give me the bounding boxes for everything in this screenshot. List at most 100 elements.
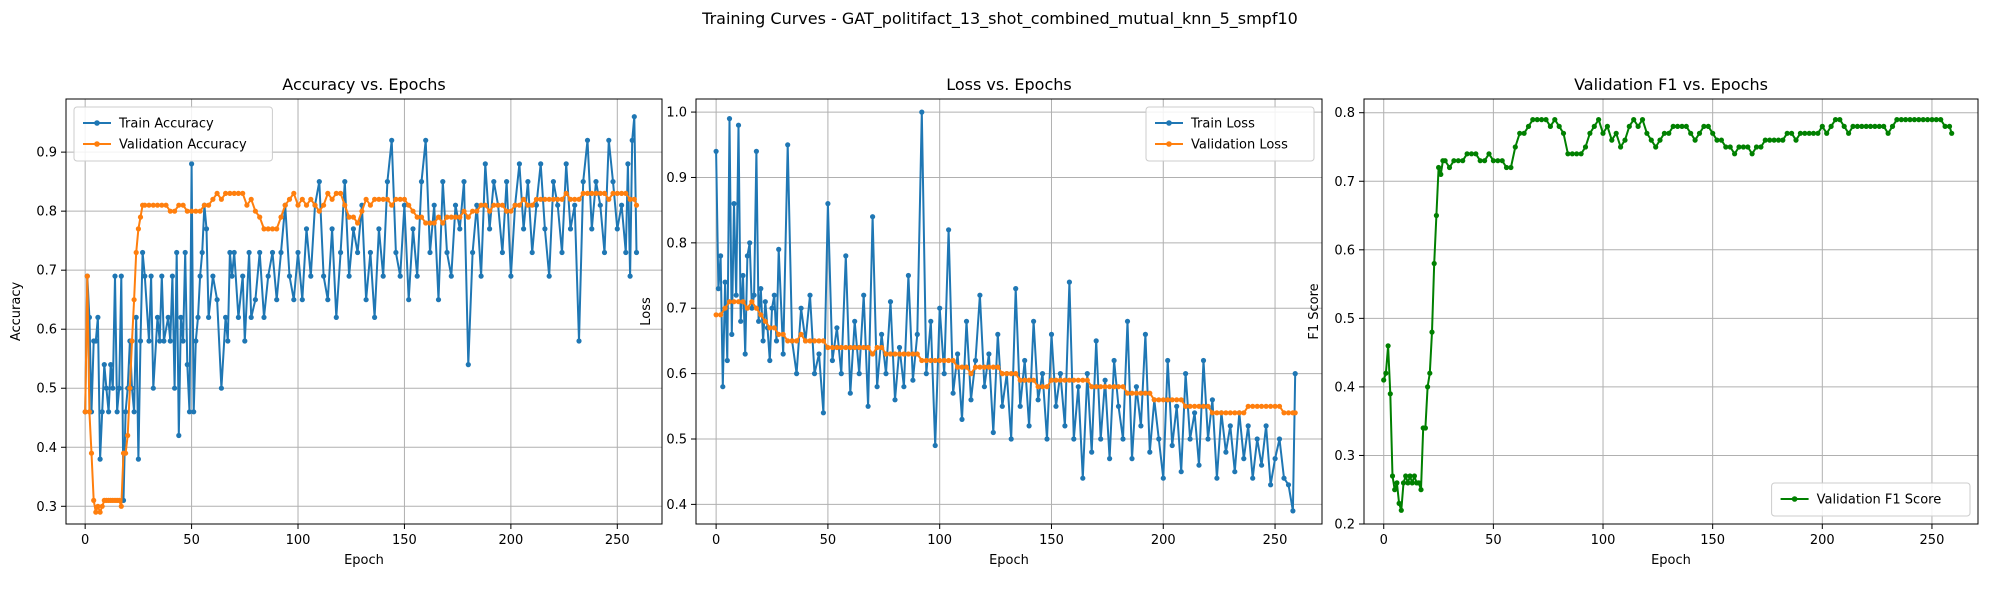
- data-point: [1898, 117, 1904, 123]
- data-point: [847, 390, 853, 396]
- data-point: [1053, 403, 1059, 409]
- data-point: [861, 344, 867, 351]
- data-point: [176, 202, 182, 208]
- data-point: [1784, 130, 1790, 136]
- data-point: [896, 344, 903, 351]
- data-point: [1753, 144, 1760, 150]
- data-point: [972, 357, 979, 364]
- axes-frame: [65, 98, 663, 525]
- data-point: [308, 273, 314, 279]
- data-point: [1174, 403, 1180, 409]
- data-point: [932, 357, 938, 364]
- y-tick-label: 0.7: [36, 264, 57, 279]
- data-point: [1214, 410, 1220, 416]
- data-point: [1227, 423, 1233, 429]
- data-point: [1806, 130, 1812, 136]
- data-point: [1648, 137, 1654, 143]
- data-point: [576, 196, 582, 202]
- data-point: [959, 416, 965, 422]
- data-point: [1200, 403, 1207, 409]
- data-point: [1543, 117, 1549, 123]
- data-point: [137, 338, 144, 344]
- data-point: [363, 297, 369, 303]
- data-point: [941, 371, 947, 377]
- data-point: [843, 253, 849, 259]
- data-point: [1775, 137, 1782, 143]
- data-point: [389, 137, 395, 143]
- data-point: [722, 305, 728, 311]
- data-point: [265, 273, 271, 279]
- data-point: [1517, 130, 1523, 136]
- legend-swatch-marker: [1166, 141, 1172, 147]
- data-point: [1084, 371, 1090, 377]
- data-point: [1133, 384, 1139, 390]
- data-point: [380, 273, 386, 279]
- x-tick-label: 250: [1920, 533, 1945, 548]
- data-point: [406, 202, 412, 208]
- data-point: [1407, 473, 1413, 479]
- data-point: [1200, 357, 1207, 364]
- data-point: [110, 385, 116, 391]
- data-point: [346, 214, 352, 220]
- data-point: [97, 509, 103, 515]
- data-point: [919, 109, 925, 115]
- data-point: [1767, 137, 1773, 143]
- data-point: [1403, 473, 1409, 479]
- data-point: [767, 357, 773, 364]
- data-point: [584, 137, 591, 143]
- data-point: [870, 214, 876, 220]
- data-point: [1245, 403, 1251, 409]
- data-point: [452, 202, 459, 208]
- data-point: [572, 196, 578, 202]
- data-point: [1013, 286, 1019, 292]
- data-point: [186, 409, 193, 415]
- data-point: [1236, 410, 1242, 416]
- data-point: [355, 249, 361, 256]
- data-point: [1120, 384, 1126, 390]
- data-point: [342, 179, 348, 185]
- data-point: [452, 214, 459, 220]
- y-tick-label: 0.5: [1334, 312, 1355, 327]
- data-point: [172, 385, 178, 391]
- data-point: [1872, 123, 1878, 129]
- data-point: [758, 312, 764, 318]
- data-point: [140, 249, 146, 256]
- data-point: [1442, 158, 1448, 164]
- data-point: [1031, 318, 1037, 324]
- data-point: [116, 497, 122, 503]
- chart-title: Accuracy vs. Epochs: [282, 75, 445, 94]
- data-point: [747, 240, 753, 246]
- data-point: [740, 299, 746, 305]
- data-point: [227, 190, 233, 196]
- data-point: [321, 273, 327, 279]
- data-point: [735, 299, 742, 305]
- data-point: [470, 249, 476, 256]
- data-point: [504, 179, 510, 185]
- data-point: [210, 196, 216, 202]
- axes-frame: [695, 98, 1323, 525]
- data-point: [1392, 487, 1398, 493]
- data-point: [1850, 123, 1856, 129]
- data-point: [86, 409, 92, 415]
- data-point: [1863, 123, 1869, 129]
- data-point: [1446, 164, 1453, 171]
- data-point: [614, 226, 620, 232]
- data-point: [811, 338, 818, 344]
- data-point: [1057, 377, 1063, 383]
- data-point: [257, 249, 263, 256]
- data-point: [291, 190, 297, 196]
- data-point: [1411, 473, 1417, 479]
- data-point: [623, 190, 629, 196]
- data-point: [1192, 410, 1198, 416]
- data-point: [1169, 397, 1175, 403]
- y-tick-label: 0.6: [666, 367, 687, 382]
- data-point: [1911, 117, 1917, 123]
- data-point: [150, 202, 156, 208]
- data-point: [435, 297, 442, 303]
- data-point: [1455, 158, 1461, 164]
- data-point: [905, 272, 912, 279]
- data-point: [726, 299, 733, 305]
- data-point: [1196, 403, 1202, 409]
- data-point: [346, 273, 352, 279]
- data-point: [1394, 480, 1400, 486]
